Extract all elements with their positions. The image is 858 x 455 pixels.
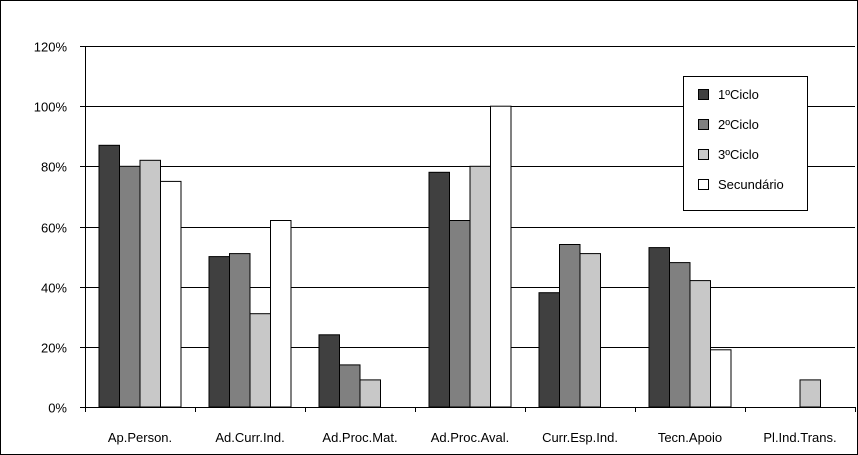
bar <box>490 105 512 408</box>
bar <box>449 220 471 408</box>
bar <box>318 334 340 408</box>
bar <box>160 180 182 408</box>
legend: 1ºCiclo 2ºCiclo 3ºCiclo Secundário <box>683 76 808 211</box>
bar <box>139 159 161 408</box>
bar <box>669 262 691 408</box>
y-tick-label: 40% <box>41 281 67 296</box>
bar <box>559 244 581 408</box>
x-tick-label: Pl.Ind.Trans. <box>763 430 836 445</box>
x-tick-label: Curr.Esp.Ind. <box>542 430 618 445</box>
x-tick-label: Tecn.Apoio <box>658 430 722 445</box>
legend-label: Secundário <box>718 177 784 192</box>
bar <box>579 253 601 408</box>
bar <box>359 379 381 408</box>
bar <box>799 379 821 408</box>
y-tick-label: 20% <box>41 341 67 356</box>
axes <box>85 46 856 412</box>
bar <box>469 165 491 408</box>
legend-swatch <box>698 89 709 100</box>
bar <box>648 247 670 408</box>
bar <box>270 220 292 408</box>
y-tick-label: 100% <box>34 100 68 115</box>
y-tick-label: 0% <box>48 401 67 416</box>
bar <box>119 165 141 408</box>
bar <box>229 253 251 408</box>
x-tick-label: Ad.Curr.Ind. <box>215 430 284 445</box>
legend-label: 2ºCiclo <box>718 117 759 132</box>
bar <box>428 171 450 408</box>
bar <box>538 292 560 408</box>
x-tick-label: Ad.Proc.Mat. <box>322 430 397 445</box>
bar <box>689 280 711 408</box>
y-axis-ticks: 0% 20% 40% 60% 80% 100% 120% <box>34 40 85 416</box>
legend-swatch <box>698 179 709 190</box>
bar <box>98 144 120 408</box>
y-tick-label: 80% <box>41 160 67 175</box>
x-tick-label: Ap.Person. <box>108 430 172 445</box>
bar <box>249 313 271 408</box>
legend-swatch <box>698 119 709 130</box>
bars <box>98 105 821 408</box>
y-tick-label: 60% <box>41 221 67 236</box>
bar <box>339 364 361 408</box>
bar <box>710 349 732 408</box>
x-axis-labels: Ap.Person. Ad.Curr.Ind. Ad.Proc.Mat. Ad.Pro… <box>108 430 837 445</box>
legend-swatch <box>698 149 709 160</box>
legend-label: 1ºCiclo <box>718 87 759 102</box>
y-tick-label: 120% <box>34 40 68 55</box>
bar <box>208 256 230 408</box>
x-tick-label: Ad.Proc.Aval. <box>431 430 510 445</box>
legend-label: 3ºCiclo <box>718 147 759 162</box>
